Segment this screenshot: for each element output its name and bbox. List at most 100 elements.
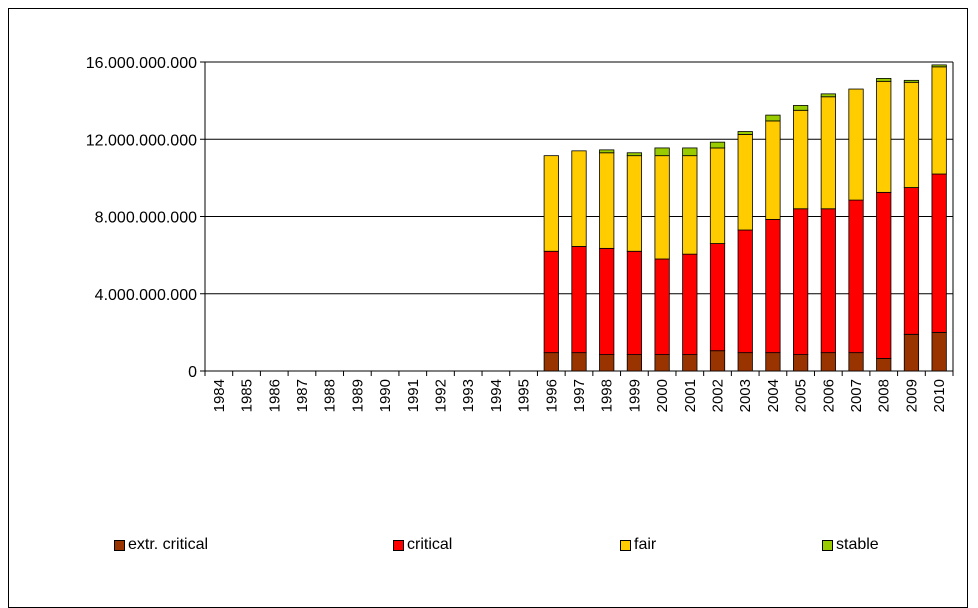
- bar-segment: [654, 155, 670, 260]
- bar-segment: [793, 208, 809, 355]
- x-tick-label: 1999: [626, 379, 643, 412]
- bar-segment: [571, 150, 587, 247]
- legend-label: extr. critical: [128, 536, 209, 553]
- bar-segment: [848, 88, 864, 201]
- x-tick-label: 1996: [543, 379, 560, 412]
- legend-item: extr. critical: [114, 536, 208, 554]
- bar-segment: [820, 208, 836, 354]
- bar-segment: [599, 247, 615, 355]
- y-tick-label: 12.000.000.000: [86, 132, 197, 149]
- legend-label: fair: [634, 536, 657, 553]
- bar-segment: [848, 352, 864, 372]
- legend: extr. critical critical fair stable: [9, 536, 967, 566]
- bar-segment: [737, 229, 753, 354]
- x-tick-label: 2003: [737, 379, 754, 412]
- bar-segment: [543, 155, 559, 252]
- bar-segment: [682, 354, 698, 372]
- legend-item: stable: [822, 536, 879, 554]
- bar-segment: [626, 250, 643, 355]
- bar-segment: [765, 120, 781, 220]
- legend-label: critical: [407, 536, 453, 553]
- legend-label: stable: [836, 536, 879, 553]
- bar-segment: [793, 354, 809, 372]
- y-tick-label: 0: [188, 364, 197, 381]
- bar-segment: [571, 246, 587, 354]
- x-tick-label: 1997: [571, 379, 588, 412]
- bar-segment: [709, 147, 726, 244]
- x-tick-label: 1987: [294, 379, 311, 412]
- bar-segment: [765, 218, 781, 354]
- bar-segment: [709, 141, 726, 149]
- bar-segment: [903, 79, 920, 83]
- x-tick-label: 1993: [460, 379, 477, 412]
- bar-segment: [654, 147, 670, 157]
- bar-segment: [765, 352, 781, 372]
- bar-segment: [543, 250, 559, 354]
- bar-segment: [820, 96, 836, 210]
- x-tick-label: 1985: [239, 379, 256, 412]
- bar-segment: [737, 352, 753, 372]
- bar-segment: [903, 81, 920, 188]
- legend-swatch: [114, 539, 125, 551]
- legend-item: critical: [393, 536, 452, 554]
- bar-segment: [931, 331, 947, 372]
- x-tick-label: 1991: [405, 379, 422, 412]
- bar-segment: [793, 109, 809, 210]
- y-tick-label: 16.000.000.000: [86, 55, 197, 72]
- bar-segment: [599, 149, 615, 154]
- bar-segment: [654, 354, 670, 372]
- chart-frame: 0 4.000.000.000 8.000.000.000 12.000.000.00…: [8, 8, 968, 608]
- bar-segment: [876, 358, 892, 372]
- bar-segment: [543, 352, 559, 372]
- x-tick-label: 1990: [377, 379, 394, 412]
- bar-segment: [931, 173, 947, 333]
- bar-segment: [931, 64, 947, 68]
- x-tick-label: 2002: [710, 379, 727, 412]
- bar-segment: [626, 354, 643, 372]
- legend-swatch: [393, 539, 404, 551]
- x-tick-label: 1995: [516, 379, 533, 412]
- bar-segment: [876, 78, 892, 82]
- bar-segment: [599, 152, 615, 249]
- bar-segment: [599, 354, 615, 372]
- bar-segment: [709, 350, 726, 372]
- x-tick-label: 2009: [903, 379, 920, 412]
- bar-segment: [765, 114, 781, 122]
- legend-swatch: [620, 539, 631, 551]
- legend-item: fair: [620, 536, 656, 554]
- x-tick-label: 2006: [820, 379, 837, 412]
- x-tick-label: 2008: [876, 379, 893, 412]
- bar-segment: [626, 152, 643, 157]
- x-tick-label: 1984: [211, 379, 228, 412]
- x-tick-label: 1986: [266, 379, 283, 412]
- bar-segment: [903, 333, 920, 372]
- bar-segment: [848, 199, 864, 354]
- x-tick-label: 2001: [682, 379, 699, 412]
- legend-swatch: [822, 539, 833, 551]
- bar-segment: [737, 134, 753, 231]
- bar-segment: [876, 80, 892, 193]
- bar-segment: [903, 187, 920, 335]
- bar-segment: [626, 155, 643, 252]
- x-tick-label: 1994: [488, 379, 505, 412]
- bar-segment: [682, 155, 698, 255]
- y-tick-label: 8.000.000.000: [95, 210, 197, 227]
- bar-segment: [682, 147, 698, 157]
- x-tick-label: 2010: [931, 379, 948, 412]
- bar-segment: [931, 66, 947, 175]
- bar-segment: [654, 258, 670, 355]
- x-tick-label: 2007: [848, 379, 865, 412]
- bar-segment: [682, 253, 698, 355]
- x-tick-label: 2000: [654, 379, 671, 412]
- x-tick-label: 2005: [793, 379, 810, 412]
- x-tick-label: 1992: [432, 379, 449, 412]
- bar-segment: [571, 352, 587, 372]
- x-tick-label: 2004: [765, 379, 782, 412]
- bar-segment: [793, 105, 809, 111]
- bar-segment: [709, 243, 726, 352]
- x-tick-label: 1988: [322, 379, 339, 412]
- y-tick-label: 4.000.000.000: [95, 287, 197, 304]
- bar-chart: 0 4.000.000.000 8.000.000.000 12.000.000.00…: [86, 55, 954, 412]
- bar-segment: [737, 131, 753, 135]
- bar-segment: [820, 93, 836, 98]
